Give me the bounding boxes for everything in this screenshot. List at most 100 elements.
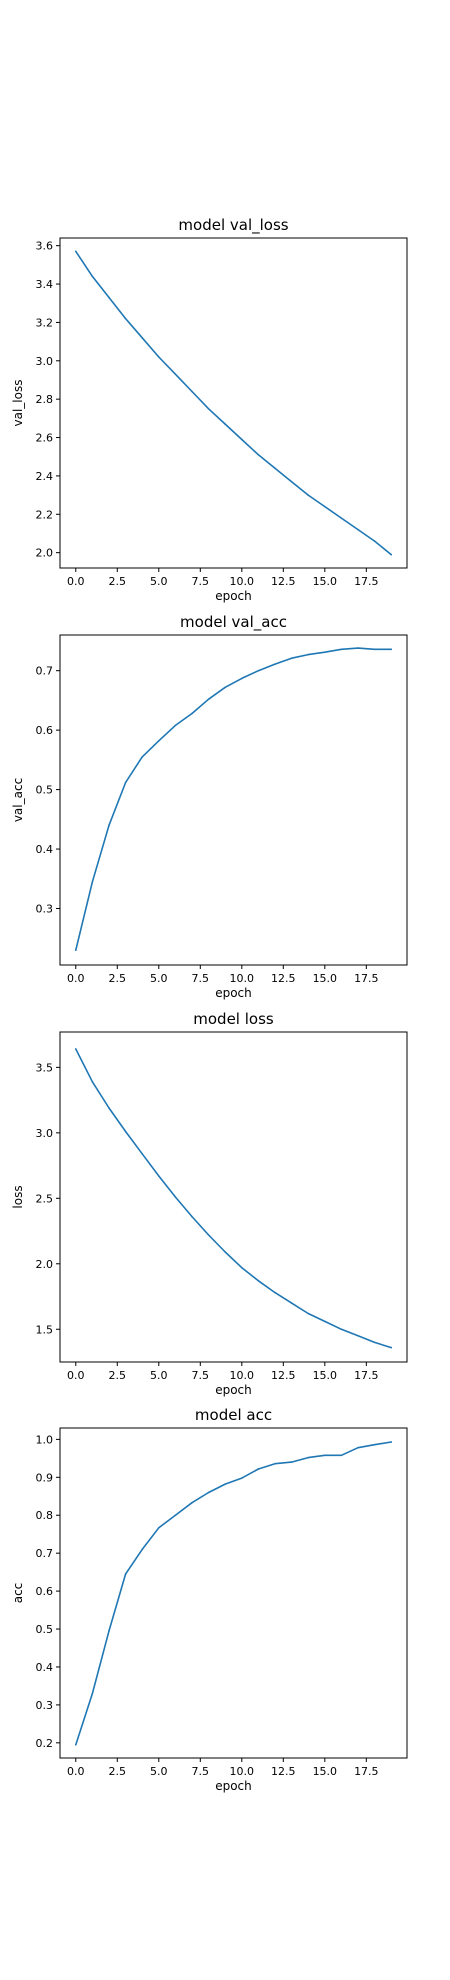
chart-title: model val_loss: [178, 216, 288, 235]
x-tick-label: 17.5: [354, 1369, 379, 1382]
data-point: [357, 647, 359, 649]
series-line-acc: [75, 1441, 393, 1746]
data-point: [257, 1468, 260, 1470]
data-point: [157, 1526, 160, 1529]
x-tick-label: 0.0: [67, 1765, 85, 1778]
x-tick-label: 7.5: [192, 575, 210, 588]
x-tick-label: 2.5: [109, 1765, 127, 1778]
plot-frame: [59, 1031, 408, 1363]
data-point: [91, 1692, 94, 1695]
y-tick-label: 3.0: [36, 1127, 54, 1140]
y-tick-label: 0.7: [36, 665, 54, 678]
data-point: [108, 824, 110, 827]
data-point: [157, 1175, 160, 1177]
x-tick-label: 2.5: [109, 972, 127, 985]
data-point: [91, 1080, 94, 1083]
y-tick-label: 2.0: [36, 1258, 54, 1271]
y-tick-label: 0.4: [36, 843, 54, 856]
data-point: [373, 1443, 376, 1446]
y-axis-label: acc: [11, 1583, 25, 1604]
data-point: [340, 648, 343, 651]
data-point: [390, 648, 393, 651]
data-point: [157, 356, 160, 358]
x-tick-label: 7.5: [192, 1369, 210, 1382]
x-tick-label: 15.0: [313, 972, 338, 985]
data-point: [141, 336, 143, 339]
data-point: [224, 423, 226, 425]
data-point: [74, 250, 77, 253]
data-point: [241, 1266, 243, 1269]
x-tick-label: 7.5: [192, 972, 210, 985]
x-tick-label: 2.5: [109, 575, 127, 588]
y-axis-label: val_acc: [11, 778, 25, 822]
data-point: [174, 1196, 177, 1198]
data-point: [241, 1477, 243, 1479]
data-point: [340, 517, 343, 519]
data-point: [257, 1280, 260, 1282]
x-tick-label: 15.0: [313, 1369, 338, 1382]
x-axis-label: epoch: [215, 986, 252, 1000]
series-line-val_loss: [75, 250, 393, 556]
data-point: [108, 296, 110, 299]
y-axis-label: val_loss: [11, 380, 25, 427]
data-point: [290, 1461, 293, 1463]
data-point: [124, 1130, 127, 1133]
x-tick-label: 5.0: [150, 1765, 168, 1778]
x-tick-label: 5.0: [150, 1369, 168, 1382]
data-point: [324, 1454, 326, 1457]
x-tick-label: 12.5: [271, 1765, 296, 1778]
data-point: [141, 756, 143, 758]
y-tick-label: 0.5: [36, 784, 54, 797]
series-line-val_acc: [75, 647, 393, 951]
data-point: [373, 540, 376, 542]
y-tick-label: 3.4: [36, 278, 54, 291]
data-point: [191, 1501, 193, 1504]
data-point: [307, 1456, 310, 1459]
data-point: [290, 657, 293, 659]
data-point: [257, 669, 260, 672]
y-tick-label: 0.7: [36, 1547, 54, 1560]
data-point: [174, 1514, 177, 1517]
x-tick-label: 7.5: [192, 1765, 210, 1778]
data-point: [307, 1312, 310, 1315]
data-point: [373, 1341, 376, 1344]
data-point: [274, 467, 276, 470]
x-tick-label: 0.0: [67, 575, 85, 588]
y-tick-label: 3.5: [36, 1061, 54, 1074]
y-axis-label: loss: [11, 1185, 25, 1208]
data-point: [91, 275, 94, 278]
y-tick-label: 2.8: [36, 393, 54, 406]
data-point: [141, 1152, 143, 1155]
y-tick-label: 2.0: [36, 547, 54, 560]
x-tick-label: 17.5: [354, 575, 379, 588]
data-point: [290, 1302, 293, 1304]
data-point: [357, 528, 359, 531]
data-point: [307, 494, 310, 496]
x-tick-label: 0.0: [67, 1369, 85, 1382]
x-tick-label: 10.0: [230, 1369, 255, 1382]
data-point: [174, 373, 177, 376]
x-tick-label: 17.5: [354, 1765, 379, 1778]
y-tick-label: 0.6: [36, 1585, 54, 1598]
data-point: [191, 712, 193, 715]
y-tick-label: 0.4: [36, 1661, 54, 1674]
y-tick-label: 2.6: [36, 432, 54, 445]
data-point: [224, 686, 226, 689]
y-tick-label: 0.5: [36, 1623, 54, 1636]
y-tick-label: 0.3: [36, 903, 54, 916]
chart-title: model val_acc: [180, 613, 287, 632]
x-tick-label: 15.0: [313, 1765, 338, 1778]
plot-frame: [59, 1427, 408, 1759]
data-point: [124, 1573, 127, 1575]
y-tick-label: 3.6: [36, 240, 54, 253]
chart-panel-1: model val_loss 0.0 2.5 5.0 7.5 10.0 12.5 15.0 17…: [11, 216, 408, 603]
chart-panel-4: model acc 0.0 2.5 5.0 7.5 10.0 12.5 15.0 17.5 0.2…: [11, 1406, 408, 1793]
y-tick-label: 0.6: [36, 724, 54, 737]
data-point: [307, 653, 310, 656]
chart-panel-2: model val_acc 0.0 2.5 5.0 7.5 10.0 12.5 15.0 17.…: [11, 613, 408, 1000]
x-tick-label: 5.0: [150, 575, 168, 588]
x-tick-label: 10.0: [230, 1765, 255, 1778]
data-point: [241, 438, 243, 441]
data-point: [290, 480, 293, 483]
data-point: [207, 1491, 210, 1494]
